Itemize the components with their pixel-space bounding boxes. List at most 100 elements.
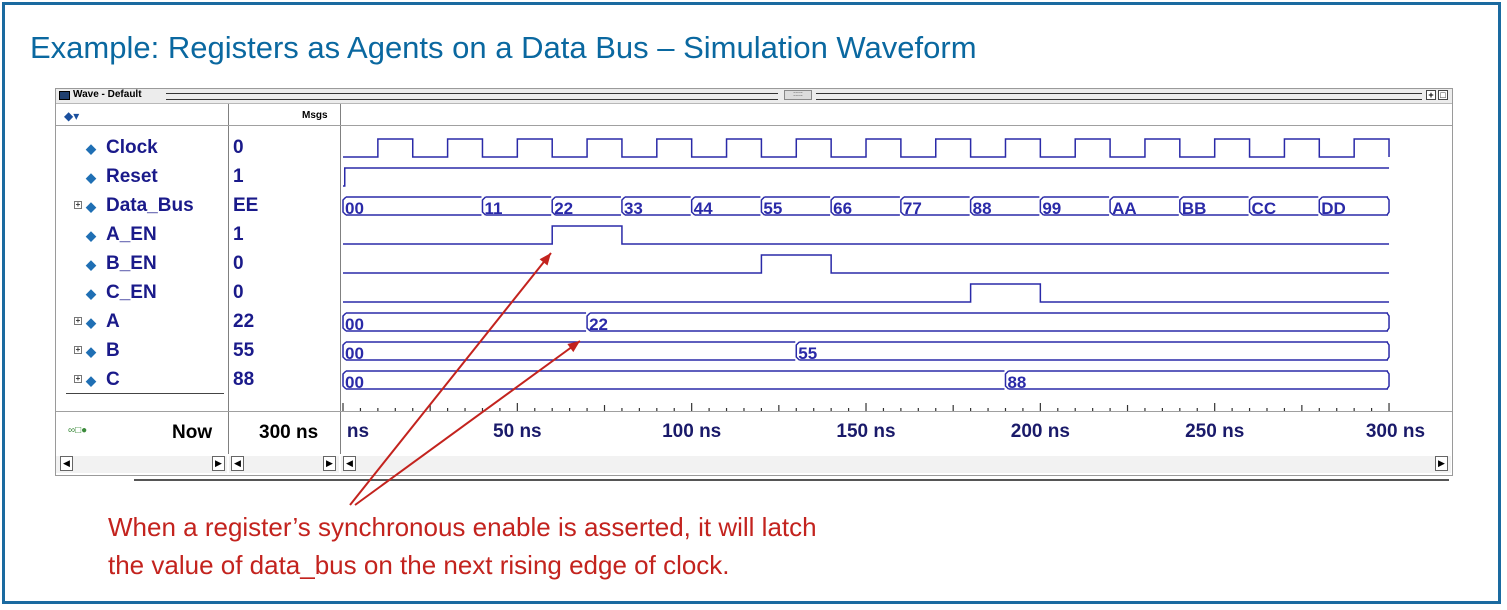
note-line-1: When a register’s synchronous enable is … <box>108 512 817 542</box>
data-bus-transition <box>1318 196 1323 216</box>
signal-label: Data_Bus <box>106 195 194 216</box>
data-bus-transition <box>621 196 626 216</box>
expand-toggle-icon[interactable]: + <box>74 200 82 209</box>
signal-name-reset[interactable]: ◆ Reset <box>86 166 158 188</box>
signal-name-data_bus[interactable]: + ◆ Data_Bus <box>74 195 194 217</box>
data-bus-value-label: 88 <box>973 199 992 218</box>
axis-tick-label: 300 ns <box>1366 421 1425 442</box>
data-bus-segment <box>1252 196 1319 216</box>
titlebar-grip-left <box>166 93 778 100</box>
reset-waveform <box>343 167 1390 187</box>
expand-toggle-icon[interactable]: + <box>74 316 82 325</box>
data-bus-transition <box>1248 196 1254 216</box>
signal-value-a: 22 <box>233 311 255 332</box>
now-label: Now <box>172 422 213 443</box>
data-bus-value-label: 00 <box>345 199 364 218</box>
register-c-value-label: 88 <box>1007 373 1026 392</box>
output-diamond-icon: ◆ <box>86 315 96 330</box>
signal-label: C <box>106 369 120 390</box>
data-bus-segment <box>1043 196 1110 216</box>
waveform-canvas[interactable]: 00 11 22 33 44 55 66 77 88 99 AA BB CC DD 00 22 00 55 00 88… <box>341 126 1451 454</box>
signal-value-b: 55 <box>233 340 255 361</box>
values-scrollbar[interactable]: ◀ ▶ <box>229 456 339 473</box>
data-bus-segment <box>834 196 900 216</box>
scroll-left-icon[interactable]: ◀ <box>60 456 73 471</box>
expand-toggle-icon[interactable]: + <box>74 345 82 354</box>
names-scrollbar[interactable]: ◀ ▶ <box>56 456 227 473</box>
signal-name-b[interactable]: + ◆ B <box>74 340 120 362</box>
data-bus-segment <box>694 196 761 216</box>
register-a-value-label: 00 <box>345 315 364 334</box>
expand-toggle-icon[interactable]: + <box>74 374 82 383</box>
data-bus-value-label: 33 <box>624 199 643 218</box>
cursor-toolbar-icon[interactable]: ∞□● <box>68 425 88 436</box>
input-diamond-icon: ◆ <box>86 199 96 214</box>
signal-value-a_en: 1 <box>233 224 244 245</box>
signal-name-a_en[interactable]: ◆ A_EN <box>86 224 157 246</box>
pane-divider-values[interactable] <box>340 104 341 454</box>
signal-label: B <box>106 340 120 361</box>
clock-waveform <box>343 138 1390 158</box>
data-bus-value-label: 55 <box>763 199 782 218</box>
undock-icon[interactable]: □ <box>1438 90 1448 100</box>
signal-label: Reset <box>106 166 158 187</box>
data-bus-value-label: 66 <box>833 199 852 218</box>
data-bus-segment <box>903 196 970 216</box>
register-a-transition <box>586 312 591 332</box>
wave-scrollbar[interactable]: ◀ ▶ <box>341 456 1451 473</box>
data-bus-segment <box>485 196 552 216</box>
wave-toolbar-dropdown-icon[interactable]: ◆▾ <box>64 109 80 123</box>
scroll-right-icon[interactable]: ▶ <box>212 456 225 471</box>
note-line-2: the value of data_bus on the next rising… <box>108 550 730 580</box>
data-bus-value-label: CC <box>1252 199 1277 218</box>
data-bus-transition <box>1109 196 1114 216</box>
titlebar-center-grip-icon[interactable]: ::::: <box>784 90 812 100</box>
register-a-segment <box>346 312 587 332</box>
data-bus-transition <box>551 196 556 216</box>
output-diamond-icon: ◆ <box>86 373 96 388</box>
scroll-left-icon[interactable]: ◀ <box>231 456 244 471</box>
register-a-transition <box>342 312 347 332</box>
signal-value-clock: 0 <box>233 137 244 158</box>
data-bus-segment <box>973 196 1040 216</box>
data-bus-segment <box>346 196 482 216</box>
window-titlebar[interactable]: Wave - Default ::::: + □ <box>56 89 1452 104</box>
data-bus-segment <box>1113 196 1179 216</box>
data-bus-transition <box>1179 196 1184 216</box>
pane-divider-names[interactable] <box>228 104 229 454</box>
window-bottom-rule <box>134 479 1449 481</box>
signal-label: A <box>106 311 120 332</box>
register-b-segment <box>346 341 796 361</box>
data-bus-value-label: AA <box>1112 199 1137 218</box>
register-a-end <box>1386 312 1390 332</box>
register-b-transition <box>342 341 347 361</box>
signal-value-c: 88 <box>233 369 255 390</box>
input-diamond-icon: ◆ <box>86 257 96 272</box>
scroll-left-icon[interactable]: ◀ <box>343 456 356 471</box>
data-bus-value-label: 99 <box>1042 199 1061 218</box>
signal-label: Clock <box>106 137 158 158</box>
register-b-transition <box>795 341 800 361</box>
annotation-arrow-register-head <box>567 341 580 353</box>
signal-name-clock[interactable]: ◆ Clock <box>86 137 158 159</box>
data-bus-value-label: 11 <box>484 199 502 218</box>
wave-window: Wave - Default ::::: + □ ◆▾ Msgs ◆ Clock 0… <box>55 88 1453 476</box>
scroll-right-icon[interactable]: ▶ <box>323 456 336 471</box>
register-c-segment <box>1008 370 1389 390</box>
signal-label: A_EN <box>106 224 157 245</box>
signal-name-c_en[interactable]: ◆ C_EN <box>86 282 157 304</box>
register-c-transition <box>342 370 347 390</box>
maximize-icon[interactable]: + <box>1426 90 1436 100</box>
data-bus-transition <box>690 196 696 216</box>
axis-tick-label: 0 ns <box>341 421 369 442</box>
signal-name-c[interactable]: + ◆ C <box>74 369 120 391</box>
scroll-right-icon[interactable]: ▶ <box>1435 456 1448 471</box>
register-a-segment <box>590 312 1389 332</box>
signal-name-b_en[interactable]: ◆ B_EN <box>86 253 157 275</box>
input-diamond-icon: ◆ <box>86 170 96 185</box>
data-bus-transition <box>760 196 765 216</box>
now-value: 300 ns <box>259 422 319 443</box>
data-bus-value-label: 44 <box>694 199 713 218</box>
signal-name-a[interactable]: + ◆ A <box>74 311 120 333</box>
